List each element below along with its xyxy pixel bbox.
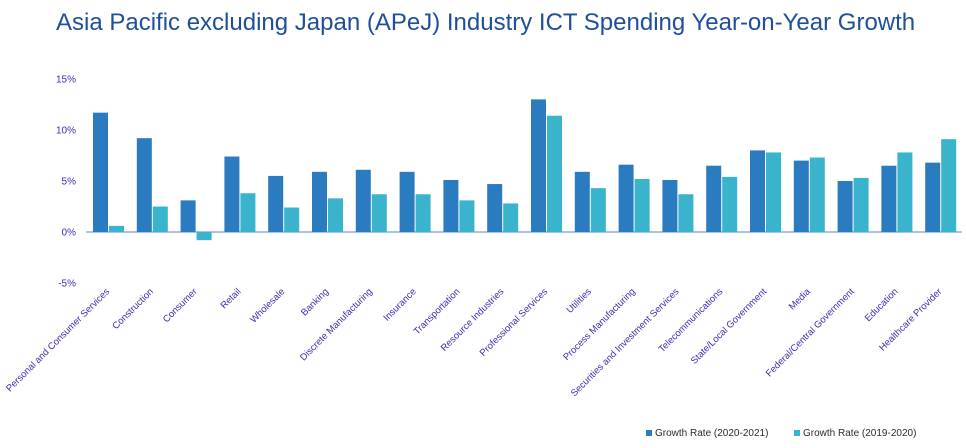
legend-label: Growth Rate (2019-2020) xyxy=(803,428,916,439)
category-label: Insurance xyxy=(381,286,418,323)
bar-series-2019-2020 xyxy=(722,176,738,232)
category-label: State/Local Government xyxy=(689,286,769,366)
bar-series-2020-2021 xyxy=(662,179,678,232)
bar-series-2019-2020 xyxy=(503,203,519,232)
bar-series-2019-2020 xyxy=(109,225,124,232)
legend: Growth Rate (2020-2021) Growth Rate (2019… xyxy=(646,428,916,439)
y-axis: -5% 0% 5% 10% 15% xyxy=(56,75,76,290)
category-label: Construction xyxy=(110,286,155,331)
chart-title: Asia Pacific excluding Japan (APeJ) Indu… xyxy=(56,9,916,36)
bar-series-2019-2020 xyxy=(240,193,256,232)
y-tick-label: 0% xyxy=(62,228,77,239)
bar-series-2020-2021 xyxy=(750,150,765,232)
bar-series-2020-2021 xyxy=(793,160,809,232)
bar-series-2020-2021 xyxy=(925,162,941,232)
bar-series-2019-2020 xyxy=(678,194,694,232)
bar-series-2019-2020 xyxy=(371,194,387,232)
category-label: Discrete Manufacturing xyxy=(298,286,375,363)
bar-series-2020-2021 xyxy=(399,171,415,232)
bar-series-2020-2021 xyxy=(224,156,240,232)
y-tick-label: 15% xyxy=(56,75,76,86)
category-label: Retail xyxy=(219,286,244,311)
y-tick-label: 5% xyxy=(62,177,77,188)
bar-series-2019-2020 xyxy=(415,194,431,232)
bar-series-2019-2020 xyxy=(766,152,781,232)
bar-series-2019-2020 xyxy=(547,115,562,232)
bar-series-2020-2021 xyxy=(531,99,546,233)
bar-series-2020-2021 xyxy=(837,181,853,232)
y-tick-label: 10% xyxy=(56,126,76,137)
bar-series-2020-2021 xyxy=(312,171,327,232)
bar-series-2020-2021 xyxy=(355,169,371,232)
category-label: Federal/Central Government xyxy=(764,286,857,379)
category-label: Education xyxy=(863,286,901,324)
category-label: Process Manufacturing xyxy=(561,286,637,362)
bar-series-2020-2021 xyxy=(706,165,722,232)
legend-swatch xyxy=(646,430,652,436)
bar-series-2019-2020 xyxy=(328,198,343,232)
bar-series-2019-2020 xyxy=(284,207,300,232)
bar-series-2020-2021 xyxy=(268,175,284,232)
bar-series-2019-2020 xyxy=(853,177,869,232)
bar-series-2020-2021 xyxy=(487,184,503,232)
bars xyxy=(93,99,957,241)
category-labels: Personal and Consumer ServicesConstructi… xyxy=(4,286,944,399)
legend-label: Growth Rate (2020-2021) xyxy=(655,428,768,439)
legend-swatch xyxy=(794,430,800,436)
category-label: Wholesale xyxy=(248,286,287,325)
bar-series-2020-2021 xyxy=(443,179,459,232)
bar-series-2019-2020 xyxy=(897,152,913,232)
y-tick-label: -5% xyxy=(58,279,76,290)
bar-series-2019-2020 xyxy=(459,200,475,232)
bar-series-2019-2020 xyxy=(152,206,168,232)
bar-series-2019-2020 xyxy=(196,232,212,241)
category-label: Banking xyxy=(299,286,331,318)
bar-series-2019-2020 xyxy=(590,188,606,232)
bar-series-2019-2020 xyxy=(941,139,957,232)
bar-series-2020-2021 xyxy=(618,164,634,232)
category-label: Media xyxy=(787,286,814,313)
bar-series-2019-2020 xyxy=(809,157,825,232)
bar-series-2019-2020 xyxy=(634,178,650,232)
category-label: Personal and Consumer Services xyxy=(4,286,112,394)
bar-series-2020-2021 xyxy=(881,165,897,232)
category-label: Consumer xyxy=(161,286,200,325)
bar-series-2020-2021 xyxy=(180,200,196,232)
bar-series-2020-2021 xyxy=(136,138,152,232)
category-label: Utilities xyxy=(564,286,594,316)
bar-series-2020-2021 xyxy=(93,112,108,232)
bar-series-2020-2021 xyxy=(574,171,590,232)
